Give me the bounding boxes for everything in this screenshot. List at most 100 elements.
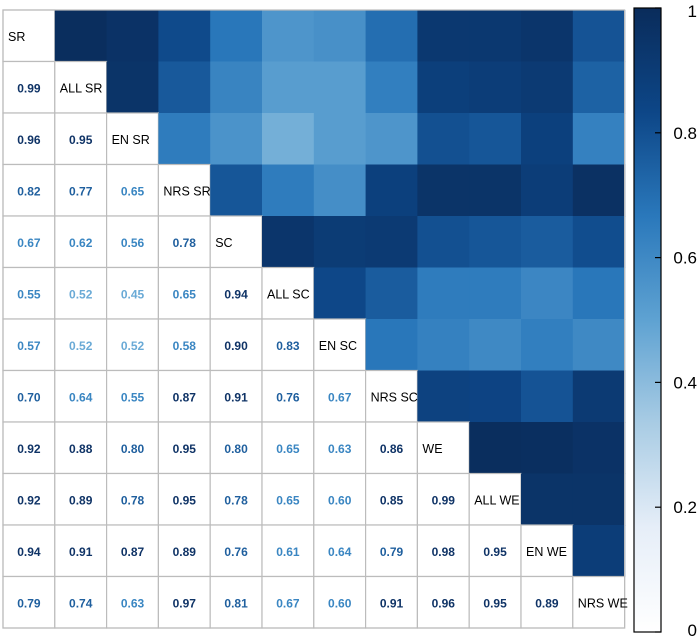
correlation-value-label: 0.52	[121, 339, 145, 353]
value-cell-1-0	[2, 60, 56, 114]
value-cell-9-1	[54, 472, 108, 526]
diagonal-cell-9-9	[468, 472, 522, 526]
correlation-value-label: 0.91	[224, 390, 248, 404]
diagonal-cell-7-7	[365, 369, 419, 423]
variable-label: WE	[422, 442, 442, 456]
correlation-value-label: 0.65	[173, 287, 197, 301]
value-cell-11-7	[365, 575, 419, 629]
value-cell-3-1	[54, 163, 108, 217]
heatmap-cell-1-11	[572, 61, 626, 114]
heatmap-cell-2-11	[572, 113, 626, 166]
correlation-value-label: 0.90	[224, 339, 248, 353]
correlation-value-label: 0.92	[17, 493, 41, 507]
value-cell-9-7	[365, 472, 419, 526]
heatmap-cell-1-3	[158, 61, 211, 114]
heatmap-labels: SR ALL SR EN SR NRS SR SC ALL SC EN SC NRS SC WE…	[8, 30, 628, 611]
heatmap-cell-2-6	[313, 113, 367, 166]
correlation-value-label: 0.62	[69, 236, 93, 250]
value-cell-4-1	[54, 215, 108, 269]
diagonal-cell-6-6	[313, 318, 367, 372]
correlation-value-label: 0.56	[121, 236, 145, 250]
correlation-value-label: 0.95	[483, 596, 507, 610]
heatmap-cell-4-5	[262, 216, 315, 269]
variable-label: ALL SC	[267, 287, 310, 301]
heatmap-cell-3-11	[572, 164, 626, 217]
value-cell-11-10	[520, 575, 574, 629]
variable-label: EN SR	[112, 133, 150, 147]
diagonal-cell-10-10	[520, 524, 574, 578]
correlation-value-label: 0.60	[328, 493, 352, 507]
diagonal-cell-0-0	[2, 9, 56, 63]
heatmap-cell-2-9	[469, 113, 522, 166]
heatmap-cell-0-1	[54, 10, 108, 63]
diagonal-cell-8-8	[416, 421, 470, 475]
correlation-value-label: 0.78	[121, 493, 145, 507]
heatmap-cell-1-2	[106, 61, 159, 114]
heatmap-cell-2-7	[365, 113, 418, 166]
heatmap-cell-2-3	[158, 113, 211, 166]
value-cell-5-4	[209, 266, 263, 320]
value-cell-10-0	[2, 524, 56, 578]
heatmap-cell-6-11	[572, 319, 626, 372]
value-cell-5-1	[54, 266, 108, 320]
heatmap-cell-0-9	[469, 10, 522, 63]
value-cell-6-0	[2, 318, 56, 372]
value-cell-10-3	[157, 524, 211, 578]
correlation-value-label: 0.67	[17, 236, 41, 250]
heatmap-cell-2-8	[417, 113, 470, 166]
correlation-value-label: 0.96	[432, 596, 456, 610]
heatmap-cell-0-4	[210, 10, 263, 63]
value-cell-11-0	[2, 575, 56, 629]
correlation-value-label: 0.82	[17, 184, 41, 198]
correlation-value-label: 0.87	[121, 545, 145, 559]
heatmap-cell-7-11	[572, 370, 626, 423]
correlation-value-label: 0.63	[328, 442, 352, 456]
diagonal-cell-11-11	[572, 575, 626, 629]
correlation-value-label: 0.64	[69, 390, 93, 404]
correlation-value-label: 0.52	[69, 339, 93, 353]
variable-label: NRS SC	[371, 390, 418, 404]
correlation-value-label: 0.70	[17, 390, 41, 404]
correlation-value-label: 0.79	[380, 545, 404, 559]
heatmap-cell-3-9	[469, 164, 522, 217]
correlation-value-label: 0.60	[328, 596, 352, 610]
correlation-value-label: 0.80	[121, 442, 145, 456]
value-cell-8-5	[261, 421, 315, 475]
variable-label: NRS WE	[578, 596, 628, 610]
variable-label: SR	[8, 30, 25, 44]
colorbar-tick-label: 0.4	[673, 373, 697, 392]
heatmap-cell-4-11	[572, 216, 626, 269]
heatmap-cell-1-7	[365, 61, 418, 114]
correlation-value-label: 0.94	[224, 287, 248, 301]
heatmap-border	[2, 9, 626, 629]
heatmap-cell-3-5	[262, 164, 315, 217]
correlation-value-label: 0.64	[328, 545, 352, 559]
value-cell-10-8	[416, 524, 470, 578]
correlation-value-label: 0.80	[224, 442, 248, 456]
heatmap-cell-6-8	[417, 319, 470, 372]
correlation-value-label: 0.91	[380, 596, 404, 610]
heatmap-cell-5-9	[469, 267, 522, 320]
correlation-value-label: 0.89	[69, 493, 93, 507]
correlation-value-label: 0.86	[380, 442, 404, 456]
correlation-value-label: 0.95	[173, 442, 197, 456]
heatmap-cell-2-10	[521, 113, 574, 166]
heatmap-cells	[2, 9, 626, 629]
correlation-value-label: 0.78	[173, 236, 197, 250]
value-cell-9-8	[416, 472, 470, 526]
value-cell-11-6	[313, 575, 367, 629]
correlation-value-label: 0.98	[432, 545, 456, 559]
heatmap-cell-9-10	[521, 473, 574, 526]
colorbar-tick-label: 0.8	[673, 124, 697, 143]
heatmap-cell-3-6	[313, 164, 367, 217]
correlation-value-label: 0.79	[17, 596, 41, 610]
correlation-value-label: 0.57	[17, 339, 41, 353]
variable-label: ALL WE	[474, 493, 519, 507]
heatmap-cell-1-10	[521, 61, 574, 114]
variable-label: EN WE	[526, 545, 567, 559]
value-cell-6-5	[261, 318, 315, 372]
value-cell-9-2	[105, 472, 159, 526]
heatmap-cell-3-10	[521, 164, 574, 217]
heatmap-cell-5-6	[313, 267, 367, 320]
correlation-value-label: 0.67	[328, 390, 352, 404]
